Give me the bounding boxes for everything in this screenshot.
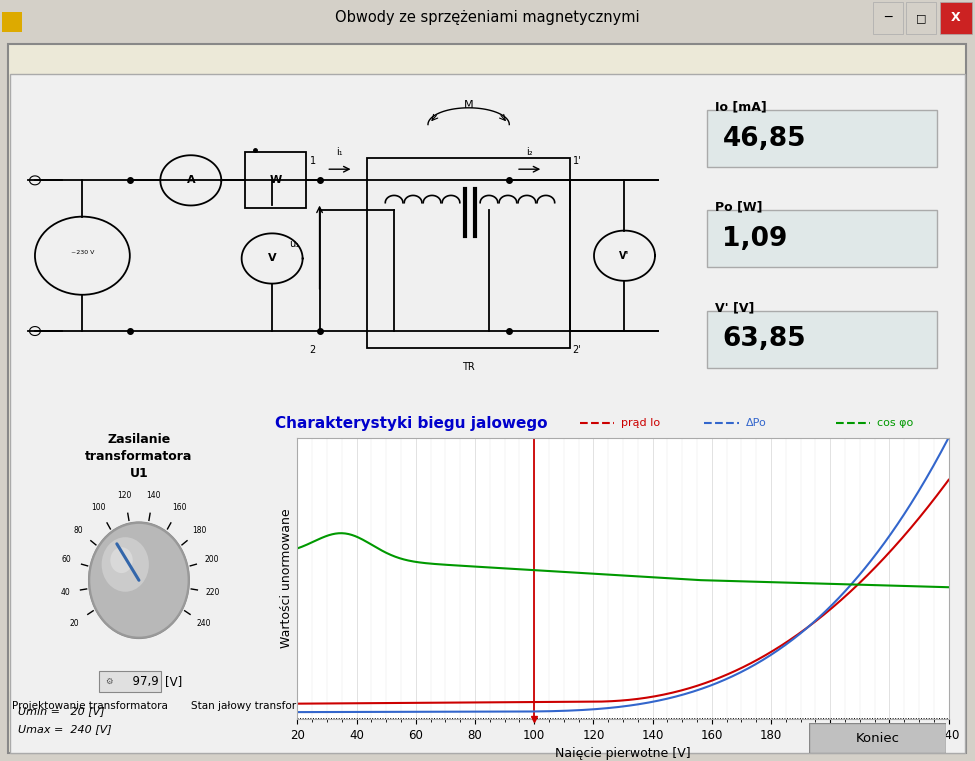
Text: Projektowanie transformatora: Projektowanie transformatora — [12, 701, 168, 711]
Text: 120: 120 — [118, 491, 132, 500]
Circle shape — [110, 547, 133, 573]
Text: 2': 2' — [572, 345, 581, 355]
Text: □: □ — [916, 13, 926, 23]
Bar — [541, 691, 759, 721]
Text: 1,09: 1,09 — [722, 226, 788, 252]
Text: Koniec: Koniec — [855, 731, 900, 745]
Text: ΔPo: ΔPo — [746, 418, 766, 428]
Bar — [245, 152, 306, 209]
Text: W: W — [269, 175, 282, 186]
Bar — [354, 691, 539, 721]
Bar — [940, 2, 972, 33]
Circle shape — [90, 523, 189, 638]
Text: Charakterystyki biegu jalowego: Charakterystyki biegu jalowego — [275, 416, 548, 431]
Text: A: A — [186, 175, 195, 186]
Text: Umax =  240 [V]: Umax = 240 [V] — [18, 724, 111, 734]
Text: 46,85: 46,85 — [722, 126, 806, 151]
Text: i₁: i₁ — [336, 147, 343, 158]
Text: ~230 V: ~230 V — [71, 250, 94, 256]
Text: i₂: i₂ — [526, 147, 533, 158]
Text: V: V — [268, 253, 277, 263]
Text: 220: 220 — [206, 588, 220, 597]
Bar — [707, 311, 937, 368]
Text: 140: 140 — [146, 491, 160, 500]
Bar — [707, 211, 937, 267]
Text: 80: 80 — [73, 526, 83, 535]
Text: ⚙: ⚙ — [104, 677, 112, 686]
Text: u₁: u₁ — [290, 239, 299, 250]
Text: TR: TR — [462, 362, 475, 372]
Text: 97,9: 97,9 — [125, 675, 159, 688]
Text: prąd Io: prąd Io — [621, 418, 660, 428]
Text: Obwody ze sprzężeniami magnetycznymi: Obwody ze sprzężeniami magnetycznymi — [334, 11, 640, 25]
Bar — [172, 691, 352, 721]
Text: cos φo: cos φo — [878, 418, 914, 428]
Text: V' [V]: V' [V] — [715, 301, 754, 314]
Text: 2: 2 — [310, 345, 316, 355]
Text: Po [W]: Po [W] — [715, 201, 762, 214]
Text: ─: ─ — [884, 11, 892, 24]
Text: 100: 100 — [92, 503, 106, 512]
Text: V': V' — [619, 250, 630, 261]
Text: 63,85: 63,85 — [722, 326, 806, 352]
Text: Io [mA]: Io [mA] — [715, 100, 766, 113]
Bar — [10, 691, 170, 721]
Bar — [367, 158, 570, 348]
Text: Stan jałowy transformatora: Stan jałowy transformatora — [191, 701, 333, 711]
Text: Pomiar charakterystyki zewnętrznej: Pomiar charakterystyki zewnętrznej — [557, 701, 744, 711]
Text: 200: 200 — [204, 556, 218, 565]
Text: M: M — [464, 100, 474, 110]
Text: Zasilanie
transformatora
U1: Zasilanie transformatora U1 — [85, 433, 193, 480]
Text: X: X — [952, 11, 960, 24]
Circle shape — [88, 521, 190, 639]
Text: 20: 20 — [69, 619, 79, 628]
Text: 60: 60 — [61, 556, 71, 565]
Bar — [2, 12, 22, 32]
Text: Umin =   20 [V]: Umin = 20 [V] — [18, 706, 104, 716]
Text: 40: 40 — [60, 588, 70, 597]
Text: 160: 160 — [172, 503, 186, 512]
Text: 240: 240 — [196, 619, 211, 628]
Bar — [98, 671, 161, 692]
Text: Stan zwarcia transformatora: Stan zwarcia transformatora — [372, 701, 521, 711]
Bar — [873, 2, 903, 33]
Text: [V]: [V] — [165, 675, 182, 688]
Circle shape — [101, 537, 149, 592]
Y-axis label: Wartości unormowane: Wartości unormowane — [280, 508, 293, 648]
X-axis label: Naięcie pierwotne [V]: Naięcie pierwotne [V] — [555, 747, 691, 760]
Bar — [707, 110, 937, 167]
Text: 180: 180 — [192, 526, 207, 535]
Bar — [906, 2, 936, 33]
Text: 1: 1 — [310, 155, 316, 166]
Text: 1': 1' — [572, 155, 581, 166]
